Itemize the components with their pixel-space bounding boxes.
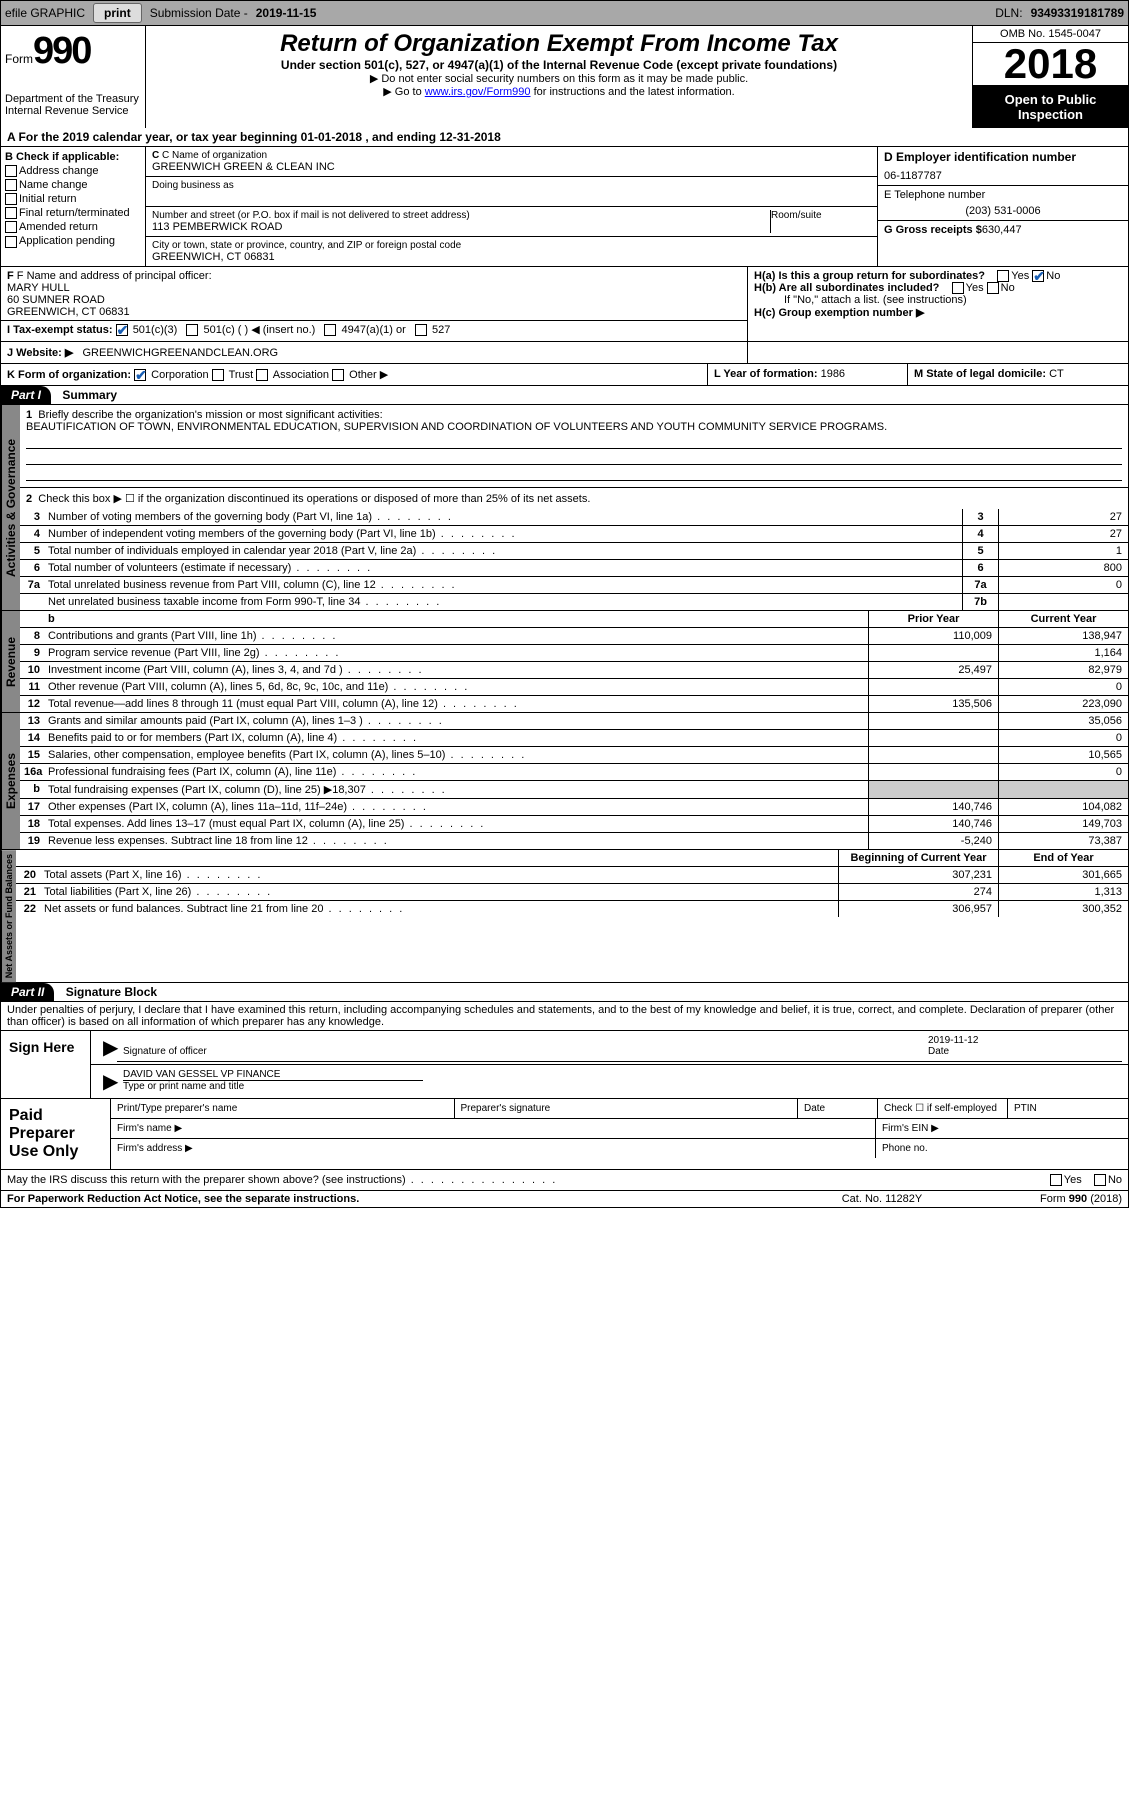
sign-here-block: Sign Here ▶ Signature of officer 2019-11… (0, 1031, 1129, 1099)
officer-name-title: DAVID VAN GESSEL VP FINANCE (123, 1069, 423, 1081)
part2-title: Signature Block (58, 983, 165, 1001)
exp-line-18: 18Total expenses. Add lines 13–17 (must … (20, 815, 1128, 832)
gov-line-3: 3Number of voting members of the governi… (20, 509, 1128, 525)
part1-title: Summary (54, 386, 125, 404)
exp-line-14: 14Benefits paid to or for members (Part … (20, 729, 1128, 746)
sidetab-governance: Activities & Governance (1, 405, 20, 610)
dept-treasury: Department of the Treasury (5, 93, 141, 105)
chk-ha-no[interactable] (1032, 270, 1044, 282)
discuss-row: May the IRS discuss this return with the… (0, 1170, 1129, 1191)
tax-year: 2018 (973, 43, 1128, 86)
chk-trust[interactable] (212, 369, 224, 381)
chk-501c3[interactable] (116, 324, 128, 336)
sig-date: 2019-11-12 (928, 1035, 978, 1046)
paid-preparer-block: Paid Preparer Use Only Print/Type prepar… (0, 1099, 1129, 1170)
street-address: 113 PEMBERWICK ROAD (152, 221, 770, 233)
chk-hb-yes[interactable] (952, 282, 964, 294)
website-value: GREENWICHGREENANDCLEAN.ORG (83, 347, 279, 359)
chk-4947[interactable] (324, 324, 336, 336)
exp-line-19: 19Revenue less expenses. Subtract line 1… (20, 832, 1128, 849)
chk-501c[interactable] (186, 324, 198, 336)
officer-addr1: 60 SUMNER ROAD (7, 294, 741, 306)
net-line-20: 20Total assets (Part X, line 16)307,2313… (16, 866, 1128, 883)
rev-line-12: 12Total revenue—add lines 8 through 11 (… (20, 695, 1128, 712)
entity-block: B Check if applicable: Address change Na… (0, 147, 1129, 267)
rev-line-11: 11Other revenue (Part VIII, column (A), … (20, 678, 1128, 695)
dba-value (152, 191, 871, 203)
mission-text: BEAUTIFICATION OF TOWN, ENVIRONMENTAL ED… (26, 421, 887, 433)
gross-receipts: 630,447 (982, 224, 1022, 236)
exp-line-17: 17Other expenses (Part IX, column (A), l… (20, 798, 1128, 815)
instruction-line-2: ▶ Go to www.irs.gov/Form990 for instruct… (152, 85, 966, 98)
part1-header: Part I (1, 386, 51, 404)
col-b-checkboxes: B Check if applicable: Address change Na… (1, 147, 146, 266)
chk-corp[interactable] (134, 369, 146, 381)
irs-label: Internal Revenue Service (5, 105, 141, 117)
subdate-value: 2019-11-15 (252, 6, 321, 20)
year-formation: 1986 (821, 368, 845, 380)
exp-line-15: 15Salaries, other compensation, employee… (20, 746, 1128, 763)
chk-name[interactable] (5, 179, 17, 191)
phone-value: (203) 531-0006 (884, 201, 1122, 217)
rev-line-8: 8Contributions and grants (Part VIII, li… (20, 627, 1128, 644)
form-subtitle: Under section 501(c), 527, or 4947(a)(1)… (152, 58, 966, 72)
gov-line-4: 4Number of independent voting members of… (20, 525, 1128, 542)
row-a-taxyear: A For the 2019 calendar year, or tax yea… (0, 128, 1129, 147)
gov-line-5: 5Total number of individuals employed in… (20, 542, 1128, 559)
city-state-zip: GREENWICH, CT 06831 (152, 251, 871, 263)
dln-value: 93493319181789 (1027, 6, 1128, 20)
sidetab-netassets: Net Assets or Fund Balances (1, 850, 16, 982)
exp-line-b: bTotal fundraising expenses (Part IX, co… (20, 780, 1128, 798)
dln-label: DLN: (991, 6, 1026, 20)
form-header: Form990 Department of the Treasury Inter… (0, 26, 1129, 128)
form-number: 990 (33, 30, 90, 72)
state-domicile: CT (1049, 368, 1064, 380)
chk-other[interactable] (332, 369, 344, 381)
form-word: Form (5, 52, 33, 66)
instruction-line-1: ▶ Do not enter social security numbers o… (152, 72, 966, 85)
chk-pending[interactable] (5, 236, 17, 248)
form990-link[interactable]: www.irs.gov/Form990 (425, 86, 531, 98)
public-inspection: Open to Public Inspection (973, 86, 1128, 128)
gov-line-7b: Net unrelated business taxable income fr… (20, 593, 1128, 610)
officer-addr2: GREENWICH, CT 06831 (7, 306, 741, 318)
net-line-22: 22Net assets or fund balances. Subtract … (16, 900, 1128, 917)
exp-line-16a: 16aProfessional fundraising fees (Part I… (20, 763, 1128, 780)
exp-line-13: 13Grants and similar amounts paid (Part … (20, 713, 1128, 729)
row-k-orgform: K Form of organization: Corporation Trus… (0, 364, 1129, 386)
chk-initial[interactable] (5, 193, 17, 205)
officer-name: MARY HULL (7, 282, 741, 294)
chk-discuss-yes[interactable] (1050, 1174, 1062, 1186)
ein-value: 06-1187787 (884, 164, 1122, 182)
sidetab-expenses: Expenses (1, 713, 20, 849)
topbar: efile GRAPHIC print Submission Date - 20… (0, 0, 1129, 26)
rev-line-9: 9Program service revenue (Part VIII, lin… (20, 644, 1128, 661)
net-line-21: 21Total liabilities (Part X, line 26)274… (16, 883, 1128, 900)
perjury-declaration: Under penalties of perjury, I declare th… (0, 1002, 1129, 1031)
print-button[interactable]: print (93, 3, 142, 23)
chk-assoc[interactable] (256, 369, 268, 381)
form-title: Return of Organization Exempt From Incom… (152, 30, 966, 58)
part1-body: Activities & Governance 1 Briefly descri… (0, 405, 1129, 611)
gov-line-7a: 7aTotal unrelated business revenue from … (20, 576, 1128, 593)
subdate-label: Submission Date - (146, 6, 252, 20)
org-name: GREENWICH GREEN & CLEAN INC (152, 161, 871, 173)
gov-line-6: 6Total number of volunteers (estimate if… (20, 559, 1128, 576)
row-j-website: J Website: ▶ GREENWICHGREENANDCLEAN.ORG (0, 342, 1129, 364)
rev-line-10: 10Investment income (Part VIII, column (… (20, 661, 1128, 678)
chk-amended[interactable] (5, 221, 17, 233)
chk-address[interactable] (5, 165, 17, 177)
chk-discuss-no[interactable] (1094, 1174, 1106, 1186)
efile-label: efile GRAPHIC (1, 6, 89, 20)
chk-hb-no[interactable] (987, 282, 999, 294)
chk-527[interactable] (415, 324, 427, 336)
part2-header: Part II (1, 983, 54, 1001)
page-footer: For Paperwork Reduction Act Notice, see … (0, 1191, 1129, 1208)
sidetab-revenue: Revenue (1, 611, 20, 712)
row-f-officer: F F Name and address of principal office… (0, 267, 1129, 342)
chk-final[interactable] (5, 207, 17, 219)
chk-ha-yes[interactable] (997, 270, 1009, 282)
